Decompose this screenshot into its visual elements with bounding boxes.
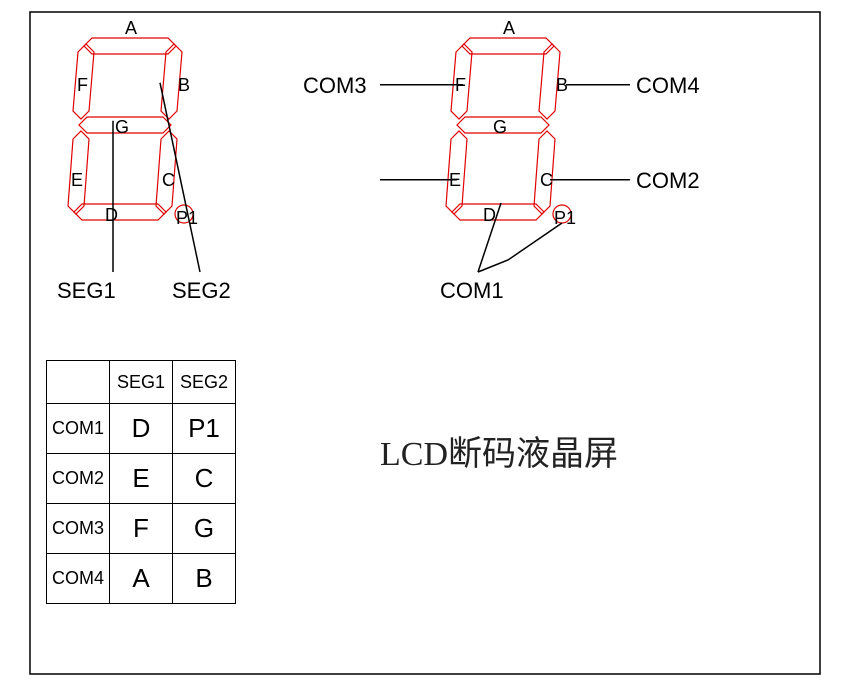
- segment-mapping-table: SEG1SEG2 COM1DP1 COM2EC COM3FG COM4AB: [46, 360, 236, 604]
- table-cell: E: [110, 454, 173, 504]
- page-title: LCD断码液晶屏: [380, 435, 618, 473]
- digit-left-label-e: E: [71, 170, 83, 190]
- label-com3: COM3: [303, 73, 367, 98]
- table-cell: P1: [173, 404, 236, 454]
- digit-left-label-g: G: [115, 117, 129, 137]
- digit-right-label-a: A: [503, 18, 515, 38]
- lead-com1-p: [478, 223, 562, 272]
- label-com4: COM4: [636, 73, 700, 98]
- digit-left-seg-a: [84, 38, 176, 54]
- digit-left-label-a: A: [125, 18, 137, 38]
- table-row-header: COM3: [47, 504, 110, 554]
- table-cell: D: [110, 404, 173, 454]
- table-cell: F: [110, 504, 173, 554]
- label-com1: COM1: [440, 278, 504, 303]
- table-row-header: COM1: [47, 404, 110, 454]
- table-cell: C: [173, 454, 236, 504]
- table-col-header: SEG2: [173, 361, 236, 404]
- table-row-header: COM4: [47, 554, 110, 604]
- table-cell: A: [110, 554, 173, 604]
- digit-left-label-f: F: [77, 75, 88, 95]
- table-cell: G: [173, 504, 236, 554]
- digit-left-seg-d: [74, 204, 166, 220]
- label-seg2: SEG2: [172, 278, 231, 303]
- digit-left-label-d: D: [105, 205, 118, 225]
- digit-left-label-b: B: [178, 75, 190, 95]
- digit-right-seg-a: [462, 38, 554, 54]
- digit-left-label-c: C: [162, 170, 175, 190]
- table-col-header: SEG1: [110, 361, 173, 404]
- table-row-header: COM2: [47, 454, 110, 504]
- digit-right-label-p: P1: [554, 208, 576, 228]
- digit-right-label-g: G: [493, 117, 507, 137]
- label-seg1: SEG1: [57, 278, 116, 303]
- table-cell: B: [173, 554, 236, 604]
- label-com2: COM2: [636, 168, 700, 193]
